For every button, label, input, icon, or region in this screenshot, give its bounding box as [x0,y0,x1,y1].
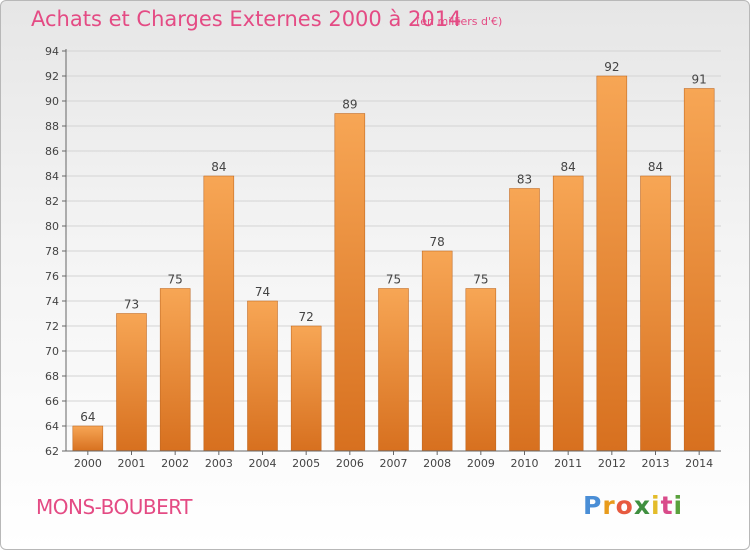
x-tick-label: 2014 [685,457,713,470]
data-label-2007: 75 [386,273,401,287]
y-tick-label: 72 [45,320,59,333]
x-tick-label: 2000 [74,457,102,470]
y-tick-label: 62 [45,445,59,458]
bar-2013 [640,175,671,452]
x-tick-label: 2012 [598,457,626,470]
y-axis-ticks: 62 64 66 68 70 72 74 76 78 80 82 84 86 88 90 92 94 [45,45,66,458]
bar-2006 [334,113,366,452]
y-tick-label: 80 [45,220,59,233]
y-tick-label: 84 [45,170,59,183]
data-labels: 64 73 75 84 74 72 89 75 78 75 83 84 92 84 91 [80,60,707,424]
data-label-2012: 92 [604,60,619,74]
x-tick-label: 2002 [161,457,189,470]
y-tick-label: 76 [45,270,59,283]
y-tick-label: 64 [45,420,59,433]
x-tick-label: 2011 [554,457,582,470]
bar-2004 [247,300,278,452]
bar-2005 [290,325,322,452]
bar-2003 [203,175,235,452]
data-label-2003: 84 [211,160,226,174]
y-tick-label: 68 [45,370,59,383]
data-label-2013: 84 [648,160,663,174]
bar-2014 [683,88,715,452]
x-tick-label: 2013 [642,457,670,470]
x-tick-label: 2009 [467,457,495,470]
x-tick-label: 2006 [336,457,364,470]
x-tick-label: 2005 [292,457,320,470]
y-tick-label: 88 [45,120,59,133]
data-label-2000: 64 [80,410,95,424]
bar-2008 [421,250,453,452]
x-tick-label: 2001 [118,457,146,470]
data-label-2001: 73 [124,298,139,312]
data-label-2011: 84 [561,160,576,174]
x-tick-label: 2008 [423,457,451,470]
data-label-2006: 89 [342,98,357,112]
data-label-2004: 74 [255,285,270,299]
x-tick-label: 2003 [205,457,233,470]
bar-2011 [552,175,584,452]
data-label-2005: 72 [299,310,314,324]
x-tick-label: 2010 [511,457,539,470]
bar-2001 [116,313,147,452]
bar-2010 [509,188,540,452]
commune-name: MONS-BOUBERT [36,495,192,519]
data-label-2002: 75 [168,273,183,287]
y-tick-label: 78 [45,245,59,258]
axes [65,49,721,452]
y-tick-label: 82 [45,195,59,208]
bar-2012 [596,75,628,452]
bar-2009 [465,288,497,452]
y-tick-label: 90 [45,95,59,108]
y-tick-label: 94 [45,45,59,58]
bar-2002 [159,288,191,452]
bar-2007 [378,288,409,452]
y-tick-label: 92 [45,70,59,83]
data-label-2010: 83 [517,173,532,187]
x-axis-ticks: 2000 2001 2002 2003 2004 2005 2006 2007 2008 2009… [74,451,713,470]
data-label-2008: 78 [430,235,445,249]
y-tick-label: 86 [45,145,59,158]
y-tick-label: 74 [45,295,59,308]
x-tick-label: 2007 [380,457,408,470]
bar-chart: 62 64 66 68 70 72 74 76 78 80 82 84 86 88 90 92 94 64 73 7… [45,45,721,470]
data-label-2014: 91 [692,73,707,87]
proxiti-logo: Proxiti [583,491,684,520]
unit-note: (en milliers d'€) [416,15,503,28]
bar-2000 [72,425,104,452]
y-tick-label: 70 [45,345,59,358]
chart-title: Achats et Charges Externes 2000 à 2014 [31,7,462,31]
data-label-2009: 75 [473,273,488,287]
y-tick-label: 66 [45,395,59,408]
bars [72,75,715,452]
x-tick-label: 2004 [249,457,277,470]
